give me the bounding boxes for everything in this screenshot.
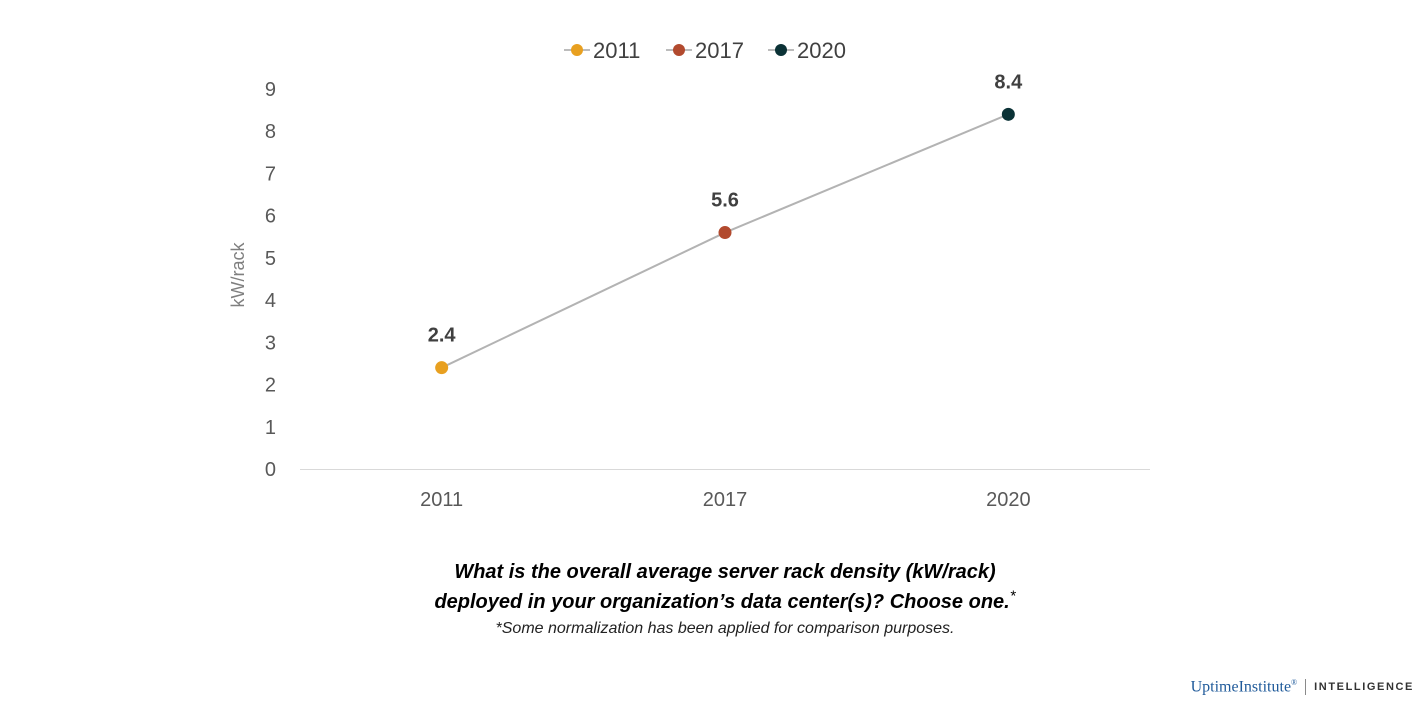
footnote: *Some normalization has been applied for…: [495, 620, 955, 637]
footnote-marker: *: [1009, 587, 1016, 605]
y-tick-label: 7: [265, 163, 276, 185]
x-tick-label: 2011: [420, 489, 463, 511]
legend-item: 2017: [666, 38, 744, 63]
data-points: [435, 107, 1015, 375]
legend-marker: [571, 44, 583, 56]
registered-mark: ®: [1291, 678, 1298, 687]
data-point: [435, 361, 449, 375]
y-tick-label: 2: [265, 375, 276, 397]
x-tick-label: 2017: [703, 489, 748, 511]
y-tick-label: 8: [265, 121, 276, 143]
brand-divider: [1305, 679, 1307, 696]
y-axis-title: kW/rack: [228, 242, 248, 308]
data-point: [718, 226, 732, 240]
y-tick-label: 0: [265, 459, 276, 481]
chart: 2011 2017 2020 kW/rack 0 1 2 3 4 5 6 7 8 9 2011 2017…: [228, 38, 1150, 511]
legend-item: 2011: [564, 38, 640, 63]
data-label: 8.4: [994, 71, 1023, 93]
data-label: 2.4: [428, 325, 457, 347]
legend-marker: [673, 44, 685, 56]
data-point: [1001, 107, 1015, 121]
legend: 2011 2017 2020: [564, 38, 846, 63]
survey-question-line-1: What is the overall average server rack …: [454, 561, 996, 583]
brand-name: UptimeInstitute®: [1191, 678, 1298, 696]
brand-logo: UptimeInstitute® INTELLIGENCE: [1191, 678, 1414, 696]
survey-question-line-2-text: deployed in your organization’s data cen…: [434, 591, 1010, 613]
legend-label: 2017: [695, 38, 744, 63]
legend-marker: [775, 44, 787, 56]
data-labels: 2.4 5.6 8.4: [428, 71, 1023, 346]
y-tick-label: 1: [265, 417, 276, 439]
brand-name-text: UptimeInstitute: [1190, 678, 1292, 696]
brand-unit: INTELLIGENCE: [1314, 681, 1414, 694]
x-axis-ticks: 2011 2017 2020: [420, 489, 1030, 511]
x-tick-label: 2020: [986, 489, 1031, 511]
y-tick-label: 3: [265, 332, 276, 354]
y-tick-label: 4: [265, 290, 276, 312]
y-tick-label: 6: [265, 206, 276, 228]
legend-label: 2011: [593, 38, 640, 63]
survey-question-line-2: deployed in your organization’s data cen…: [300, 588, 1150, 614]
legend-label: 2020: [797, 38, 846, 63]
y-tick-label: 9: [265, 79, 276, 101]
series-line: [441, 113, 1009, 369]
data-label: 5.6: [711, 190, 739, 212]
y-tick-label: 5: [265, 248, 276, 270]
y-axis-ticks: 0 1 2 3 4 5 6 7 8 9: [265, 79, 276, 481]
legend-item: 2020: [768, 38, 846, 63]
